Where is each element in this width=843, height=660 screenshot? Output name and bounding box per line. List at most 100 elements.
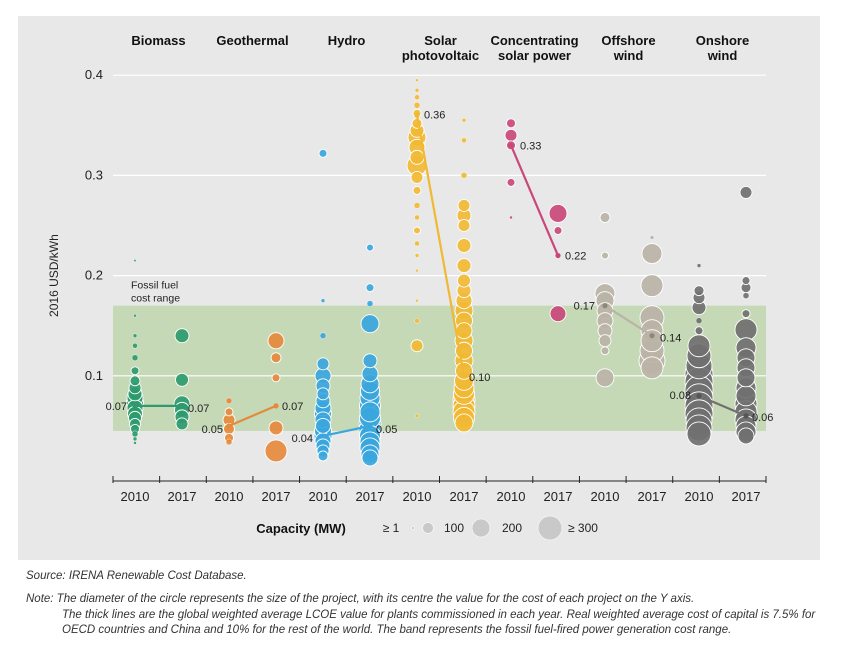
project-bubble — [649, 235, 655, 240]
average-value-label: 0.33 — [520, 140, 541, 152]
project-bubble — [640, 274, 664, 298]
x-tick-label: 2010 — [215, 489, 244, 504]
technology-header-solar-photovoltaic-line2: photovoltaic — [402, 48, 479, 63]
project-bubble — [455, 322, 473, 340]
fossil-fuel-band — [113, 305, 766, 431]
project-bubble — [267, 332, 285, 350]
project-bubble — [365, 283, 375, 293]
project-bubble — [414, 253, 420, 258]
project-bubble — [130, 366, 140, 376]
capacity-legend-label: 200 — [502, 521, 522, 535]
project-bubble — [366, 243, 374, 252]
project-bubble — [506, 118, 516, 129]
x-tick-label: 2010 — [591, 489, 620, 504]
y-tick-label: 0.3 — [85, 167, 103, 182]
project-bubble — [693, 285, 705, 297]
average-point — [461, 373, 467, 379]
technology-header-concentrating-solar-power: Concentrating — [490, 33, 578, 48]
capacity-legend-label: ≥ 1 — [383, 521, 400, 535]
average-point — [226, 423, 232, 429]
capacity-legend-bubble — [411, 526, 415, 530]
project-bubble — [132, 343, 138, 349]
x-tick-label: 2017 — [638, 489, 667, 504]
project-bubble — [315, 417, 331, 434]
x-tick-label: 2010 — [497, 489, 526, 504]
project-bubble — [224, 407, 234, 417]
average-line-concentrating-solar-power — [509, 144, 560, 256]
y-axis-label: 2016 USD/kWh — [47, 234, 61, 317]
project-bubble — [457, 219, 471, 232]
project-bubble — [319, 332, 327, 339]
project-bubble — [549, 305, 567, 323]
average-line-solar-photovoltaic — [415, 115, 466, 376]
project-bubble — [414, 214, 420, 221]
project-bubble — [415, 298, 419, 303]
project-bubble — [414, 94, 420, 100]
project-bubble — [413, 226, 421, 235]
project-bubble — [410, 339, 424, 353]
average-point — [649, 333, 655, 339]
capacity-legend-bubble — [537, 515, 563, 541]
average-point — [179, 403, 185, 409]
average-value-label: 0.07 — [282, 401, 303, 413]
project-bubble — [460, 172, 468, 179]
capacity-legend-label: ≥ 300 — [568, 521, 598, 535]
project-bubble — [504, 128, 518, 142]
project-bubble — [641, 243, 663, 265]
fossil-fuel-band-label: Fossil fuel — [131, 280, 178, 292]
x-tick-label: 2017 — [356, 489, 385, 504]
x-tick-label: 2010 — [121, 489, 150, 504]
x-tick-label: 2017 — [262, 489, 291, 504]
project-bubble — [415, 268, 419, 273]
project-bubble — [456, 238, 472, 253]
project-bubble — [457, 199, 471, 212]
x-tick-label: 2017 — [732, 489, 761, 504]
project-bubble — [225, 438, 233, 446]
project-bubble — [360, 314, 380, 334]
capacity-legend-bubble — [471, 518, 491, 538]
technology-header-offshore-wind: Offshore — [601, 33, 655, 48]
project-bubble — [264, 439, 288, 463]
average-point — [414, 112, 420, 118]
project-bubble — [175, 372, 189, 387]
average-point — [320, 433, 326, 439]
project-bubble — [414, 88, 420, 93]
average-line-hydro — [322, 424, 371, 437]
project-bubble — [600, 346, 610, 356]
project-bubble — [686, 421, 712, 447]
average-value-label: 0.14 — [660, 333, 681, 345]
x-tick-label: 2017 — [168, 489, 197, 504]
project-bubble — [414, 240, 420, 247]
average-value-label: 0.05 — [376, 424, 397, 436]
project-bubble — [741, 276, 751, 286]
project-bubble — [225, 397, 233, 405]
chart-panel: Fossil fuel cost range 0.1 0.2 0.3 0.4 2016 US… — [18, 16, 820, 560]
project-bubble — [320, 298, 326, 303]
project-bubble — [359, 401, 381, 423]
project-bubble — [415, 78, 419, 82]
average-value-label: 0.07 — [106, 401, 127, 413]
capacity-legend-label: 100 — [444, 521, 464, 535]
project-bubble — [175, 417, 189, 431]
source-note: Source: IRENA Renewable Cost Database. — [26, 570, 247, 582]
average-point — [273, 403, 279, 409]
project-bubble — [640, 329, 664, 353]
technology-header-offshore-wind-line2: wind — [613, 48, 644, 63]
project-bubble — [270, 352, 282, 364]
y-tick-label: 0.4 — [85, 67, 103, 82]
average-value-label: 0.36 — [424, 109, 445, 121]
average-value-label: 0.08 — [670, 390, 691, 402]
project-bubble — [412, 185, 422, 195]
project-bubble — [506, 177, 516, 187]
project-bubble — [737, 427, 755, 445]
project-bubble — [409, 149, 425, 165]
fossil-fuel-band-label-2: cost range — [131, 293, 180, 305]
project-bubble — [133, 259, 137, 262]
y-tick-label: 0.1 — [85, 368, 103, 383]
technology-header-solar-photovoltaic: Solar — [424, 33, 457, 48]
project-bubble — [454, 413, 474, 433]
technology-header-concentrating-solar-power-line2: solar power — [498, 48, 571, 63]
average-value-label: 0.17 — [574, 301, 595, 313]
technology-header-biomass: Biomass — [131, 33, 185, 48]
project-bubble — [598, 334, 612, 348]
